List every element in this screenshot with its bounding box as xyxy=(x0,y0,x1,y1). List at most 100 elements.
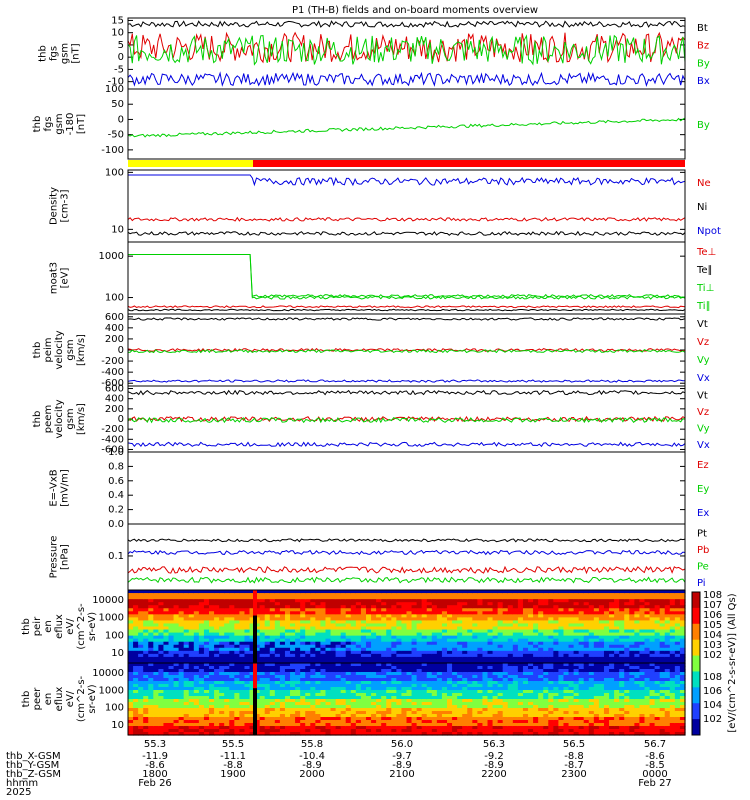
spectrogram-cell xyxy=(209,726,215,730)
spectrogram-cell xyxy=(588,617,595,622)
spectrogram-cell xyxy=(290,626,296,631)
spectrogram-cell xyxy=(396,690,403,694)
spectrogram-cell xyxy=(436,605,443,609)
spectrogram-cell xyxy=(563,650,570,655)
spectrogram-cell xyxy=(396,699,403,703)
spectrogram-cell xyxy=(234,711,240,715)
spectrogram-cell xyxy=(426,723,433,727)
spectrogram-cell xyxy=(416,732,423,736)
spectrogram-cell xyxy=(558,644,565,649)
spectrogram-cell xyxy=(411,596,418,600)
spectrogram-cell xyxy=(168,602,175,606)
spectrogram-cell xyxy=(360,681,367,685)
spectrogram-cell xyxy=(254,708,261,712)
spectrogram-cell xyxy=(193,672,200,676)
spectrogram-cell xyxy=(477,678,484,682)
spectrogram-cell xyxy=(300,635,306,640)
spectrogram-cell xyxy=(264,672,271,676)
spectrogram-cell xyxy=(239,605,246,609)
spectrogram-cell xyxy=(447,720,453,724)
spectrogram-cell xyxy=(239,656,246,661)
spectrogram-cell xyxy=(538,644,544,649)
spectrogram-cell xyxy=(178,687,185,691)
spectrogram-cell xyxy=(421,644,428,649)
series-line-Pe xyxy=(127,576,686,584)
spectrogram-cell xyxy=(320,705,327,709)
spectrogram-cell xyxy=(548,650,554,655)
spectrogram-cell xyxy=(290,717,296,721)
spectrogram-cell xyxy=(386,602,392,606)
spectrogram-cell xyxy=(426,611,433,615)
spectrogram-cell xyxy=(173,590,180,594)
spectrogram-cell xyxy=(340,647,347,652)
spectrogram-cell xyxy=(603,596,610,600)
panel-9: thb peir en eflux eV/(cm^2-s-sr-eV)100001000… xyxy=(21,589,686,664)
spectrogram-cell xyxy=(386,726,392,730)
spectrogram-cell xyxy=(183,732,190,736)
spectrogram-cell xyxy=(598,644,605,649)
spectrogram-cell xyxy=(528,717,534,721)
spectrogram-cell xyxy=(639,605,646,609)
spectrogram-cell xyxy=(209,690,215,694)
spectrogram-cell xyxy=(563,653,570,658)
spectrogram-cell xyxy=(325,687,332,691)
spectrogram-cell xyxy=(522,653,529,658)
spectrogram-cell xyxy=(502,687,509,691)
spectrogram-cell xyxy=(300,620,306,625)
spectrogram-cell xyxy=(447,702,453,706)
spectrogram-cell xyxy=(649,641,656,646)
spectrogram-cell xyxy=(188,672,195,676)
spectrogram-cell xyxy=(431,659,438,664)
spectrogram-cell xyxy=(507,732,514,736)
spectrogram-cell xyxy=(188,690,195,694)
spectrogram-cell xyxy=(396,623,403,628)
spectrogram-cell xyxy=(158,714,165,718)
spectrogram-cell xyxy=(543,650,549,655)
spectrogram-cell xyxy=(290,614,296,618)
spectrogram-cell xyxy=(274,659,281,664)
spectrogram-cell xyxy=(325,599,332,603)
spectrogram-cell xyxy=(168,684,175,688)
spectrogram-cell xyxy=(325,732,332,736)
ytick-label: 100 xyxy=(105,84,124,95)
spectrogram-cell xyxy=(558,699,565,703)
ylabel-line: gsm xyxy=(60,43,71,64)
spectrogram-cell xyxy=(644,614,651,618)
spectrogram-cell xyxy=(133,732,139,736)
spectrogram-cell xyxy=(183,623,190,628)
spectrogram-cell xyxy=(624,620,630,625)
spectrogram-cell xyxy=(305,659,311,664)
spectrogram-cell xyxy=(649,608,656,612)
spectrogram-cell xyxy=(583,626,590,631)
spectrogram-cell xyxy=(360,684,367,688)
spectrogram-cell xyxy=(588,611,595,615)
spectrogram-cell xyxy=(198,590,205,594)
spectrogram-cell xyxy=(512,596,519,600)
spectrogram-cell xyxy=(517,663,524,667)
spectrogram-cell xyxy=(254,611,261,615)
spectrogram-cell xyxy=(350,693,357,697)
spectrogram-cell xyxy=(593,599,600,603)
spectrogram-cell xyxy=(371,638,377,643)
spectrogram-cell xyxy=(290,729,296,733)
spectrogram-cell xyxy=(203,626,210,631)
spectrogram-cell xyxy=(279,678,286,682)
spectrogram-cell xyxy=(264,711,271,715)
spectrogram-cell xyxy=(209,669,215,673)
spectrogram-cell xyxy=(209,663,215,667)
spectrogram-cell xyxy=(259,708,266,712)
spectrogram-cell xyxy=(376,729,382,733)
ytick-label: 0.4 xyxy=(108,490,124,501)
spectrogram-cell xyxy=(340,605,347,609)
spectrogram-cell xyxy=(654,608,661,612)
spectrogram-cell xyxy=(538,720,544,724)
spectrogram-cell xyxy=(674,620,681,625)
spectrogram-cell xyxy=(234,702,240,706)
ylabel-line: eflux xyxy=(54,687,65,712)
spectrogram-cell xyxy=(284,659,291,664)
spectrogram-cell xyxy=(295,638,301,643)
spectrogram-cell xyxy=(244,635,251,640)
spectrogram-cell xyxy=(381,732,387,736)
ylabel-line: [nPa] xyxy=(60,544,71,570)
spectrogram-cell xyxy=(138,602,144,606)
